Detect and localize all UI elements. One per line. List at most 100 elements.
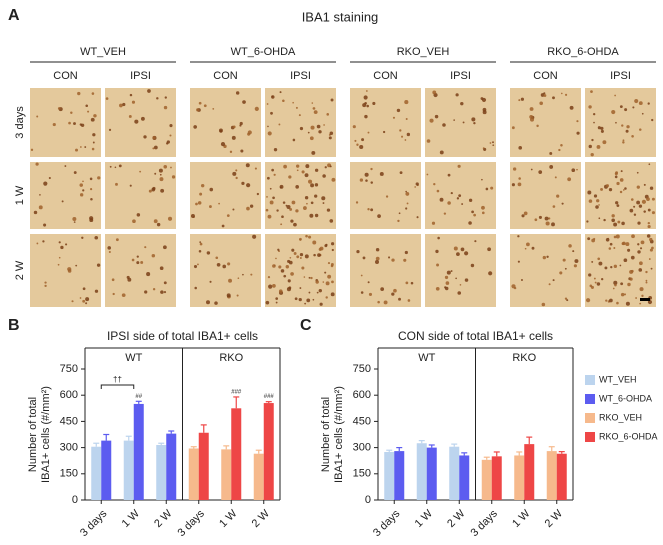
stained-cell xyxy=(121,293,126,298)
legend-swatch xyxy=(585,432,595,442)
stained-cell xyxy=(651,211,655,215)
stained-cell xyxy=(324,244,328,248)
stained-cell xyxy=(539,101,543,106)
stained-cell xyxy=(429,118,434,123)
stained-cell xyxy=(611,109,616,115)
stained-cell xyxy=(633,205,636,208)
stained-cell xyxy=(209,187,214,192)
stained-cell xyxy=(309,213,314,218)
legend-label: RKO_6-OHDA xyxy=(599,431,658,441)
stained-cell xyxy=(94,289,99,293)
stained-cell xyxy=(313,253,316,257)
stained-cell xyxy=(625,129,629,133)
stained-cell xyxy=(267,214,272,219)
stained-cell xyxy=(365,179,368,182)
stained-cell xyxy=(71,300,74,303)
stained-cell xyxy=(159,177,164,182)
stained-cell xyxy=(404,139,407,141)
stained-cell xyxy=(576,168,578,171)
stained-cell xyxy=(416,216,419,219)
stained-cell xyxy=(90,117,95,122)
stained-cell xyxy=(359,144,364,150)
stained-cell xyxy=(152,288,156,291)
y-tick-label: 750 xyxy=(60,363,78,375)
stained-cell xyxy=(573,264,577,268)
stained-cell xyxy=(197,201,202,205)
stained-cell xyxy=(275,297,279,300)
stained-cell xyxy=(194,286,197,290)
column-header: IPSI xyxy=(130,70,151,82)
stained-cell xyxy=(35,162,39,166)
stained-cell xyxy=(226,214,230,217)
stained-cell xyxy=(295,209,299,213)
stained-cell xyxy=(313,110,318,115)
stained-cell xyxy=(363,95,368,100)
stained-cell xyxy=(330,242,335,246)
stained-cell xyxy=(273,173,276,176)
bar xyxy=(156,444,167,500)
y-axis-label: Number of total xyxy=(320,397,332,472)
stained-cell xyxy=(249,204,254,208)
y-axis-label: IBA1+ cells (#/mm²) xyxy=(333,386,345,483)
stained-cell xyxy=(456,252,460,257)
stained-cell xyxy=(303,276,306,278)
stained-cell xyxy=(627,248,631,252)
stained-cell xyxy=(231,135,236,140)
stained-cell xyxy=(398,212,401,215)
stained-cell xyxy=(481,97,487,103)
micrograph xyxy=(105,88,176,157)
stained-cell xyxy=(636,171,639,174)
column-header: IPSI xyxy=(610,70,631,82)
stained-cell xyxy=(144,290,148,294)
stained-cell xyxy=(136,261,140,265)
stained-cell xyxy=(272,196,275,200)
stained-cell xyxy=(269,187,272,190)
stained-cell xyxy=(291,200,296,205)
stained-cell xyxy=(295,106,298,109)
stained-cell xyxy=(643,210,646,213)
stained-cell xyxy=(624,293,627,296)
stained-cell xyxy=(639,261,643,266)
stained-cell xyxy=(79,146,82,148)
column-header: CON xyxy=(373,70,398,82)
stained-cell xyxy=(325,281,330,286)
stained-cell xyxy=(643,183,646,186)
stained-cell xyxy=(632,106,635,109)
bar xyxy=(123,440,134,500)
stained-cell xyxy=(70,111,73,115)
stained-cell xyxy=(481,178,483,181)
stained-cell xyxy=(304,173,309,178)
stained-cell xyxy=(561,202,564,205)
stained-cell xyxy=(511,126,515,130)
stained-cell xyxy=(79,193,84,197)
stained-cell xyxy=(456,197,460,200)
stained-cell xyxy=(648,258,651,260)
stained-cell xyxy=(44,284,47,288)
stained-cell xyxy=(370,167,373,171)
stained-cell xyxy=(91,147,95,151)
group-header: WT_VEH xyxy=(80,46,126,58)
stained-cell xyxy=(596,199,600,203)
stained-cell xyxy=(556,194,560,198)
stained-cell xyxy=(276,209,279,212)
stained-cell xyxy=(631,234,635,239)
stained-cell xyxy=(433,182,436,186)
stained-cell xyxy=(265,300,270,305)
stained-cell xyxy=(568,244,572,248)
stained-cell xyxy=(246,183,251,188)
legend-swatch xyxy=(585,375,595,385)
stained-cell xyxy=(299,126,304,131)
stained-cell xyxy=(548,283,551,286)
stained-cell xyxy=(286,287,291,292)
stained-cell xyxy=(152,186,156,191)
stained-cell xyxy=(552,96,555,100)
bar xyxy=(524,444,535,500)
stained-cell xyxy=(431,221,436,225)
stained-cell xyxy=(541,302,546,307)
stained-cell xyxy=(367,208,370,211)
stained-cell xyxy=(647,300,653,305)
stained-cell xyxy=(299,287,302,289)
stained-cell xyxy=(603,218,606,222)
stained-cell xyxy=(558,148,561,152)
stained-cell xyxy=(446,270,451,275)
